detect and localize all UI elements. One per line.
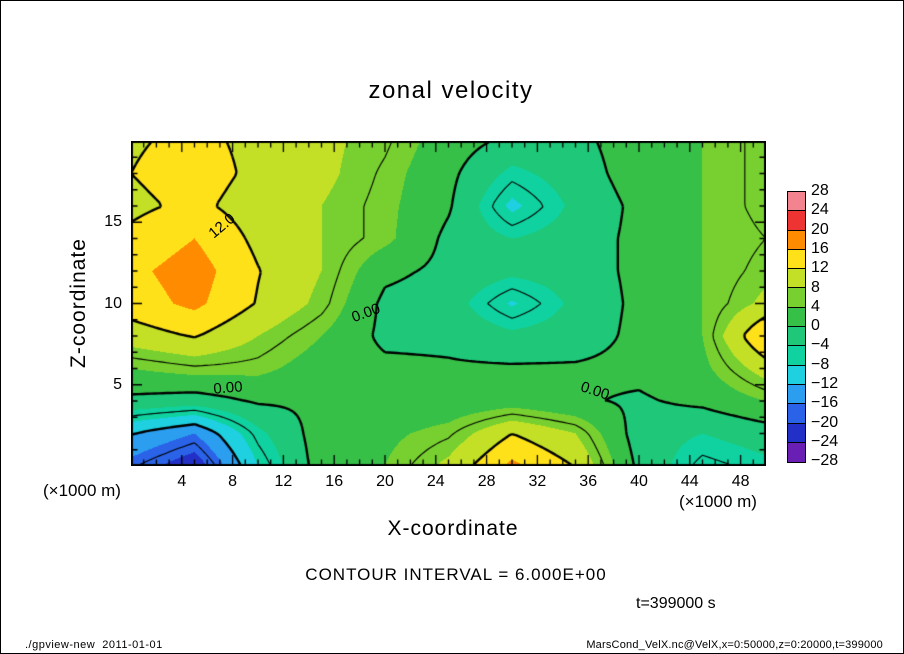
x-tick-label: 20 bbox=[376, 473, 394, 490]
colorbar-tick-label: 24 bbox=[811, 201, 829, 219]
plot-title: zonal velocity bbox=[368, 77, 534, 104]
colorbar-box bbox=[788, 269, 805, 289]
x-tick-label: 36 bbox=[579, 473, 598, 490]
z-tick-label: 10 bbox=[104, 294, 122, 312]
colorbar-box bbox=[788, 423, 805, 443]
colorbar-tick-label: 20 bbox=[811, 220, 829, 238]
colorbar-tick-label: 0 bbox=[811, 317, 820, 335]
colorbar-box bbox=[788, 249, 805, 270]
x-tick-label: 8 bbox=[228, 473, 238, 490]
colorbar-tick-label: −28 bbox=[811, 452, 839, 470]
colorbar-box bbox=[788, 442, 805, 463]
colorbar-box bbox=[788, 192, 805, 212]
colorbar-tick-label: −8 bbox=[811, 355, 830, 373]
colorbar-box bbox=[788, 211, 805, 231]
colorbar-tick-label: −4 bbox=[811, 336, 830, 354]
x-tick-label: 4 bbox=[177, 473, 187, 490]
colorbar-tick-label: −16 bbox=[811, 394, 839, 412]
x-tick-label: 32 bbox=[528, 473, 547, 490]
colorbar-box bbox=[788, 307, 805, 328]
colorbar-box bbox=[788, 365, 805, 385]
colorbar-tick-label: −12 bbox=[811, 375, 839, 392]
x-tick-label: 40 bbox=[630, 473, 648, 490]
contour-label: 0.00 bbox=[212, 378, 243, 398]
colorbar-tick-label: 8 bbox=[811, 278, 820, 296]
colorbar-box bbox=[788, 346, 805, 366]
z-axis-label: Z-coordinate bbox=[67, 238, 90, 368]
x-axis-label: X-coordinate bbox=[387, 517, 519, 540]
footer-command: ./gpview-new 2011-01-01 bbox=[25, 639, 163, 651]
footer-source: MarsCond_VelX.nc@VelX,x=0:50000,z=0:2000… bbox=[586, 639, 883, 651]
colorbar-tick-label: 28 bbox=[811, 182, 829, 199]
colorbar bbox=[787, 191, 806, 464]
x-tick-label: 44 bbox=[680, 473, 699, 490]
colorbar-tick-label: 12 bbox=[811, 259, 829, 277]
x-tick-label: 16 bbox=[325, 473, 344, 490]
colorbar-tick-label: 16 bbox=[811, 239, 829, 257]
x-axis-unit-label: (×1000 m) bbox=[679, 492, 757, 511]
z-axis-unit-label: (×1000 m) bbox=[43, 481, 121, 500]
colorbar-tick-label: −20 bbox=[811, 413, 839, 431]
z-tick-label: 15 bbox=[104, 213, 122, 231]
x-tick-label: 12 bbox=[274, 473, 293, 490]
contour-heatmap-plot bbox=[131, 141, 766, 466]
x-tick-label: 28 bbox=[477, 473, 496, 490]
contour-interval-caption: CONTOUR INTERVAL = 6.000E+00 bbox=[305, 565, 607, 584]
colorbar-tick-label: −24 bbox=[811, 432, 839, 450]
colorbar-box bbox=[788, 404, 805, 424]
colorbar-box bbox=[788, 288, 805, 308]
colorbar-box bbox=[788, 384, 805, 405]
x-tick-label: 24 bbox=[426, 473, 445, 490]
colorbar-box bbox=[788, 230, 805, 250]
time-stamp: t=399000 s bbox=[636, 595, 716, 612]
x-tick-label: 48 bbox=[731, 473, 750, 490]
z-tick-label: 5 bbox=[113, 375, 122, 393]
colorbar-tick-label: 4 bbox=[811, 297, 820, 315]
colorbar-box bbox=[788, 327, 805, 347]
